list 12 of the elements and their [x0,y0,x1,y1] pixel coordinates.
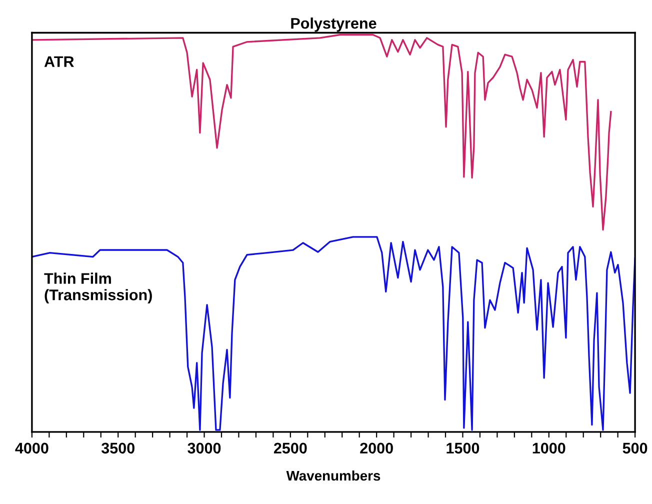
x-tick-label: 2000 [360,442,393,454]
x-tick-label: 1500 [446,442,480,454]
x-tick-label: 3000 [188,442,221,454]
chart-title: Polystyrene [291,18,376,32]
series-label: ATR [44,56,74,67]
x-tick-label: 2500 [274,442,307,454]
x-tick-label: 1000 [532,442,566,454]
x-tick-label: 500 [622,442,648,454]
x-tick-label: 4000 [15,442,48,454]
series-label: Thin Film (Transmission) [44,272,152,304]
x-tick-label: 3500 [101,442,134,454]
x-axis-title: Wavenumbers [286,470,380,481]
